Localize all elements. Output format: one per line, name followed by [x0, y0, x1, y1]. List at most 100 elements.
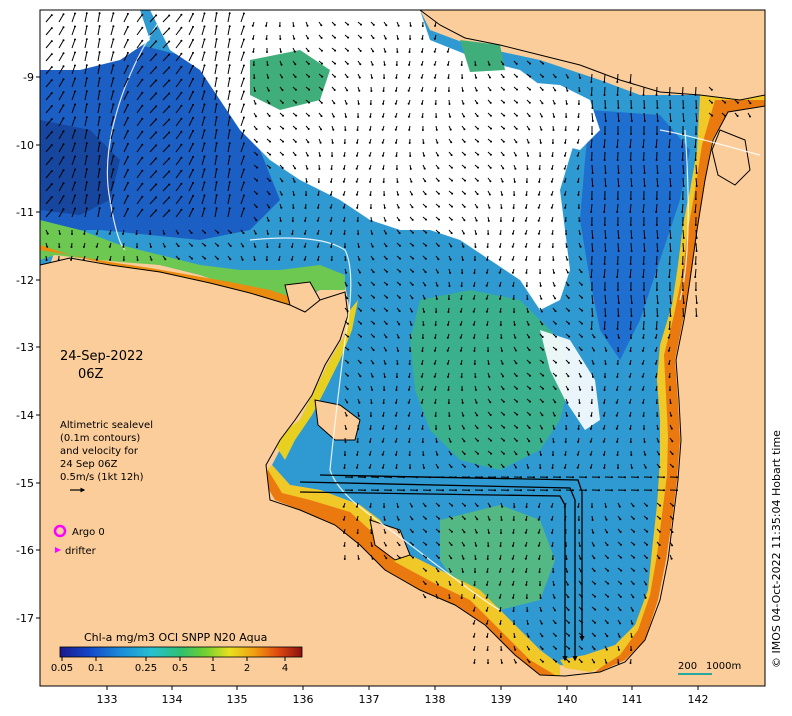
velocity-arrow — [110, 117, 114, 127]
velocity-arrow-head — [580, 271, 583, 274]
velocity-arrow-head — [155, 105, 158, 108]
velocity-arrow — [188, 91, 194, 101]
velocity-arrow-head — [141, 104, 144, 107]
velocity-arrow-head — [567, 375, 570, 378]
velocity-arrow-head — [112, 116, 115, 119]
velocity-arrow — [149, 197, 157, 205]
velocity-arrow — [110, 78, 114, 88]
velocity-arrow-head — [449, 115, 452, 118]
velocity-arrow — [123, 195, 129, 205]
velocity-arrow-head — [398, 556, 401, 559]
velocity-arrow-head — [476, 115, 479, 118]
velocity-arrow-head — [408, 51, 411, 53]
velocity-arrow-head — [655, 328, 658, 330]
velocity-arrow — [201, 117, 205, 127]
velocity-arrow — [214, 143, 218, 153]
velocity-arrow-head — [537, 206, 540, 209]
velocity-arrow-head — [450, 544, 453, 546]
velocity-arrow — [590, 203, 593, 213]
velocity-arrow-head — [141, 78, 144, 81]
velocity-arrow-head — [425, 244, 427, 247]
velocity-arrow-head — [511, 271, 514, 274]
velocity-arrow-head — [579, 557, 582, 560]
velocity-arrow — [149, 106, 157, 114]
velocity-arrow-head — [628, 388, 631, 391]
velocity-arrow-head — [525, 518, 528, 521]
velocity-arrow-head — [347, 361, 349, 364]
velocity-arrow-head — [503, 127, 505, 130]
velocity-arrow — [201, 13, 205, 23]
velocity-arrow-head — [408, 142, 411, 144]
velocity-arrow-head — [112, 155, 115, 158]
velocity-arrow-head — [514, 336, 517, 339]
velocity-arrow-head — [554, 388, 557, 390]
velocity-arrow — [97, 117, 101, 127]
velocity-arrow-head — [490, 127, 492, 130]
velocity-arrow-head — [342, 193, 345, 196]
velocity-arrow-head — [617, 133, 619, 135]
velocity-arrow-head — [215, 207, 218, 210]
velocity-arrow-head — [641, 375, 644, 378]
velocity-arrow-head — [567, 596, 570, 599]
velocity-arrow — [149, 54, 157, 62]
velocity-arrow-head — [473, 363, 476, 365]
velocity-arrow-head — [155, 53, 158, 56]
velocity-arrow-head — [603, 453, 605, 456]
velocity-arrow-head — [421, 129, 424, 131]
velocity-arrow — [591, 177, 594, 187]
velocity-arrow-head — [604, 315, 607, 317]
velocity-arrow-head — [168, 53, 171, 56]
velocity-arrow-head — [423, 466, 425, 469]
velocity-arrow-head — [567, 297, 570, 299]
velocity-arrow-head — [529, 88, 531, 91]
velocity-arrow — [175, 92, 182, 101]
velocity-arrow-head — [437, 231, 440, 234]
velocity-arrow-head — [632, 583, 635, 585]
velocity-arrow-head — [580, 661, 583, 663]
velocity-arrow-head — [487, 531, 490, 534]
velocity-arrow — [188, 26, 194, 36]
velocity-arrow-head — [468, 489, 470, 492]
velocity-arrow-head — [149, 245, 152, 248]
velocity-arrow — [681, 138, 684, 148]
velocity-arrow-head — [422, 324, 425, 326]
velocity-arrow-head — [500, 649, 503, 651]
velocity-arrow — [45, 196, 53, 205]
velocity-arrow-head — [346, 62, 349, 65]
velocity-arrow-head — [385, 322, 388, 325]
velocity-arrow-head — [228, 207, 231, 210]
velocity-arrow-head — [559, 489, 561, 492]
velocity-arrow-head — [141, 26, 144, 29]
velocity-arrow-head — [630, 315, 633, 317]
velocity-arrow-head — [525, 194, 528, 196]
velocity-arrow-head — [616, 328, 619, 330]
velocity-arrow — [201, 26, 205, 36]
velocity-arrow-head — [463, 440, 466, 443]
velocity-arrow-head — [498, 258, 501, 261]
velocity-arrow-head — [449, 440, 452, 443]
velocity-arrow-head — [398, 296, 401, 299]
velocity-arrow — [227, 104, 231, 114]
velocity-arrow-head — [279, 50, 282, 53]
velocity-arrow-head — [475, 219, 478, 222]
velocity-arrow-head — [499, 220, 502, 222]
velocity-arrow — [681, 203, 684, 213]
velocity-arrow-head — [424, 271, 427, 274]
velocity-arrow-head — [281, 89, 284, 92]
velocity-arrow-head — [385, 270, 388, 273]
velocity-arrow-head — [529, 75, 532, 78]
velocity-arrow — [58, 143, 64, 153]
velocity-arrow-head — [155, 27, 158, 30]
velocity-arrow-head — [435, 128, 438, 131]
velocity-arrow-head — [643, 107, 646, 109]
velocity-arrow-head — [459, 349, 462, 352]
velocity-arrow-head — [421, 116, 424, 118]
velocity-arrow-head — [344, 441, 347, 443]
velocity-arrow — [604, 177, 607, 187]
velocity-arrow — [201, 143, 205, 153]
velocity-arrow-head — [499, 545, 502, 547]
velocity-arrow-head — [83, 232, 86, 235]
velocity-arrow — [668, 138, 671, 148]
velocity-arrow — [136, 14, 143, 23]
velocity-arrow-head — [533, 476, 535, 479]
